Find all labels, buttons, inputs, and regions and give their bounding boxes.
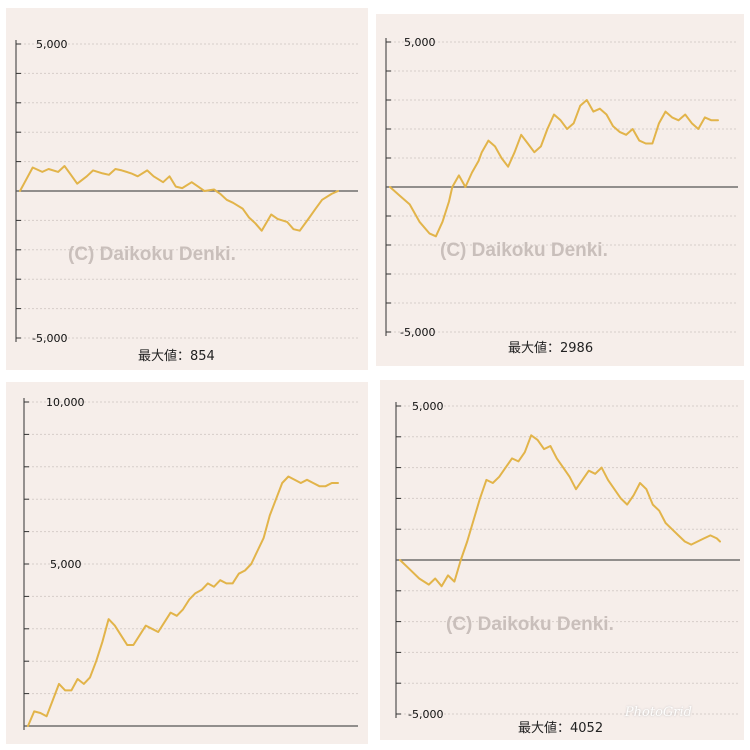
y-tick-label: 5,000: [412, 400, 444, 413]
watermark-text: (C) Daikoku Denki.: [446, 614, 614, 635]
y-tick-label: -5,000: [400, 326, 435, 339]
max-value-caption: 最大値：854: [138, 348, 215, 364]
watermark-text: (C) Daikoku Denki.: [440, 240, 608, 261]
y-tick-label: 5,000: [50, 558, 82, 571]
chart-1-svg: 5,000 -5,000 (C) Daikoku Denki. 最大値：854: [15, 38, 358, 364]
chart-4-svg: 5,000 -5,000 (C) Daikoku Denki. 最大値：4052: [395, 400, 740, 736]
max-value-caption: 最大値：2986: [508, 340, 593, 356]
series-line: [389, 99, 719, 238]
y-tick-label: -5,000: [32, 332, 67, 345]
series-line: [19, 165, 339, 232]
watermark-text: (C) Daikoku Denki.: [68, 244, 236, 265]
series-line: [399, 434, 721, 588]
chart-3-svg: 10,000 5,000: [23, 396, 358, 730]
chart-panel-4: 5,000 -5,000 (C) Daikoku Denki. 最大値：4052: [380, 380, 744, 740]
app-credit-watermark: PhotoGrid: [624, 705, 692, 720]
chart-panel-1: 5,000 -5,000 (C) Daikoku Denki. 最大値：854: [6, 8, 368, 370]
y-tick-label: -5,000: [408, 708, 443, 721]
y-tick-label: 5,000: [36, 38, 68, 51]
chart-panel-3: 10,000 5,000: [6, 382, 368, 744]
y-tick-label: 5,000: [404, 36, 436, 49]
chart-2-svg: 5,000 -5,000 (C) Daikoku Denki. 最大値：2986: [385, 36, 738, 356]
max-value-caption: 最大値：4052: [518, 720, 603, 736]
grid-lines: [24, 401, 358, 727]
series-line: [27, 475, 339, 727]
y-tick-label: 10,000: [46, 396, 85, 409]
chart-panel-2: 5,000 -5,000 (C) Daikoku Denki. 最大値：2986: [376, 14, 744, 366]
